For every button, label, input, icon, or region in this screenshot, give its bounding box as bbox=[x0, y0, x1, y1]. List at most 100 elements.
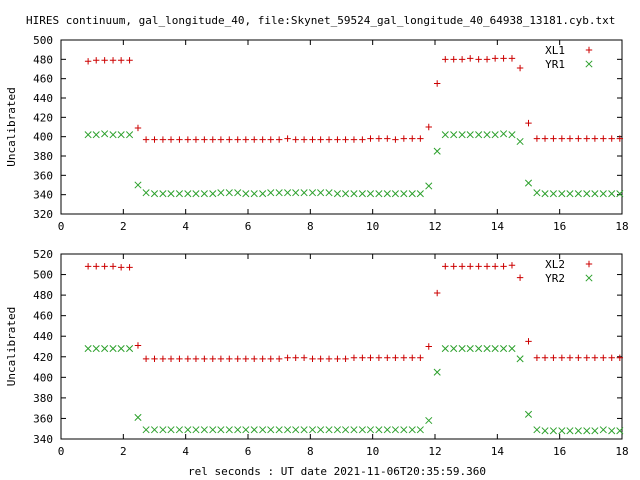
x-axis-label: rel seconds : UT date 2021-11-06T20:35:5… bbox=[188, 465, 486, 478]
data-point-plus-xl1 bbox=[159, 136, 167, 143]
data-point-plus-xl1 bbox=[226, 136, 233, 143]
data-point-plus-xl2 bbox=[417, 354, 424, 362]
x-tick-label: 18 bbox=[615, 445, 628, 458]
data-point-cross-yr2 bbox=[217, 426, 225, 434]
data-point-cross-yr2 bbox=[242, 426, 250, 434]
data-point-plus-xl2 bbox=[325, 355, 333, 363]
data-point-plus-xl2 bbox=[384, 354, 391, 362]
y-tick-label: 460 bbox=[33, 310, 53, 323]
data-point-plus-xl1 bbox=[384, 135, 391, 142]
data-point-cross-yr1 bbox=[391, 190, 399, 198]
data-point-cross-yr1 bbox=[117, 131, 125, 139]
data-point-plus-xl2 bbox=[442, 263, 449, 270]
y-tick-label: 440 bbox=[33, 330, 53, 343]
data-point-plus-xl1 bbox=[367, 135, 374, 142]
data-point-cross-yr1 bbox=[175, 190, 183, 198]
data-point-cross-yr2 bbox=[284, 426, 292, 434]
data-point-plus-xl2 bbox=[201, 355, 208, 363]
data-point-cross-yr1 bbox=[341, 190, 350, 198]
data-point-plus-xl2 bbox=[392, 354, 399, 362]
data-point-plus-xl1 bbox=[591, 135, 599, 142]
data-point-cross-yr2 bbox=[408, 426, 416, 434]
data-point-plus-xl1 bbox=[392, 136, 399, 143]
y-tick-label: 480 bbox=[33, 289, 53, 302]
y-tick-label: 500 bbox=[33, 269, 53, 282]
y-tick-label: 400 bbox=[33, 131, 53, 144]
data-point-plus-xl1 bbox=[608, 135, 615, 142]
data-point-plus-xl2 bbox=[292, 354, 299, 362]
data-point-plus-xl2 bbox=[541, 354, 549, 362]
data-point-plus-xl2 bbox=[600, 354, 607, 362]
data-point-cross-yr1 bbox=[217, 189, 225, 197]
y-tick-label: 380 bbox=[33, 150, 53, 163]
data-point-cross-yr2 bbox=[616, 427, 624, 435]
data-point-plus-xl2 bbox=[267, 355, 274, 363]
data-point-plus-xl2 bbox=[334, 355, 341, 363]
data-point-plus-xl1 bbox=[325, 136, 333, 143]
data-point-cross-yr1 bbox=[500, 130, 508, 138]
data-point-plus-xl2 bbox=[309, 355, 316, 363]
data-point-plus-xl1 bbox=[101, 57, 108, 64]
data-point-plus-xl1 bbox=[442, 56, 449, 63]
data-point-cross-yr2 bbox=[275, 426, 283, 434]
data-point-plus-xl2 bbox=[234, 355, 241, 363]
data-point-plus-xl2 bbox=[575, 354, 582, 362]
data-point-cross-yr2 bbox=[441, 345, 449, 353]
data-point-plus-xl2 bbox=[126, 264, 133, 271]
data-point-cross-yr1 bbox=[524, 179, 533, 187]
data-point-cross-yr2 bbox=[533, 426, 541, 434]
data-point-cross-yr2 bbox=[524, 410, 533, 418]
data-point-cross-yr1 bbox=[566, 190, 574, 198]
data-point-cross-yr1 bbox=[375, 190, 383, 198]
data-point-cross-yr2 bbox=[259, 426, 267, 434]
data-point-cross-yr1 bbox=[292, 189, 300, 197]
data-point-cross-yr2 bbox=[591, 427, 599, 435]
data-point-plus-xl2 bbox=[259, 355, 266, 363]
data-point-cross-yr2 bbox=[574, 427, 582, 435]
data-point-plus-xl1 bbox=[259, 136, 266, 143]
data-point-plus-xl2 bbox=[425, 343, 432, 350]
data-point-cross-yr2 bbox=[383, 426, 391, 434]
data-point-plus-xl2 bbox=[101, 263, 108, 270]
data-point-cross-yr1 bbox=[508, 131, 516, 139]
legend-label: YR1 bbox=[545, 58, 565, 71]
y-tick-label: 420 bbox=[33, 111, 53, 124]
data-point-cross-yr2 bbox=[250, 426, 258, 434]
data-point-plus-xl2 bbox=[117, 264, 125, 271]
data-point-plus-xl2 bbox=[300, 354, 308, 362]
data-point-plus-xl1 bbox=[234, 136, 241, 143]
data-point-cross-yr2 bbox=[192, 426, 200, 434]
data-point-cross-yr2 bbox=[508, 345, 516, 353]
data-point-cross-yr2 bbox=[159, 426, 167, 434]
data-point-plus-xl1 bbox=[126, 57, 133, 64]
data-point-cross-yr2 bbox=[300, 426, 308, 434]
data-point-plus-xl1 bbox=[209, 136, 216, 143]
data-point-plus-xl1 bbox=[533, 135, 541, 142]
data-point-cross-yr2 bbox=[267, 426, 275, 434]
data-point-cross-yr1 bbox=[599, 190, 607, 198]
data-point-plus-xl2 bbox=[516, 274, 524, 281]
x-tick-label: 10 bbox=[366, 445, 379, 458]
data-point-cross-yr1 bbox=[466, 131, 474, 139]
data-point-plus-xl1 bbox=[292, 136, 299, 143]
data-point-plus-xl2 bbox=[616, 354, 624, 362]
x-tick-label: 8 bbox=[307, 445, 314, 458]
data-point-plus-xl1 bbox=[267, 136, 274, 143]
plot-frame bbox=[60, 253, 623, 440]
data-point-plus-xl1 bbox=[409, 135, 416, 142]
data-point-plus-xl2 bbox=[400, 354, 408, 362]
data-point-cross-yr2 bbox=[599, 426, 607, 434]
data-point-cross-yr2 bbox=[549, 427, 557, 435]
data-point-plus-xl1 bbox=[167, 136, 175, 143]
data-point-plus-xl2 bbox=[142, 355, 150, 363]
data-point-plus-xl2 bbox=[84, 263, 92, 270]
data-point-cross-yr2 bbox=[150, 426, 159, 434]
data-point-cross-yr2 bbox=[391, 426, 399, 434]
data-point-cross-yr1 bbox=[558, 190, 566, 198]
data-point-cross-yr1 bbox=[608, 190, 616, 198]
data-point-cross-yr2 bbox=[483, 345, 491, 353]
data-point-cross-yr1 bbox=[209, 190, 217, 198]
data-point-cross-yr1 bbox=[458, 131, 466, 139]
x-tick-label: 14 bbox=[491, 445, 505, 458]
